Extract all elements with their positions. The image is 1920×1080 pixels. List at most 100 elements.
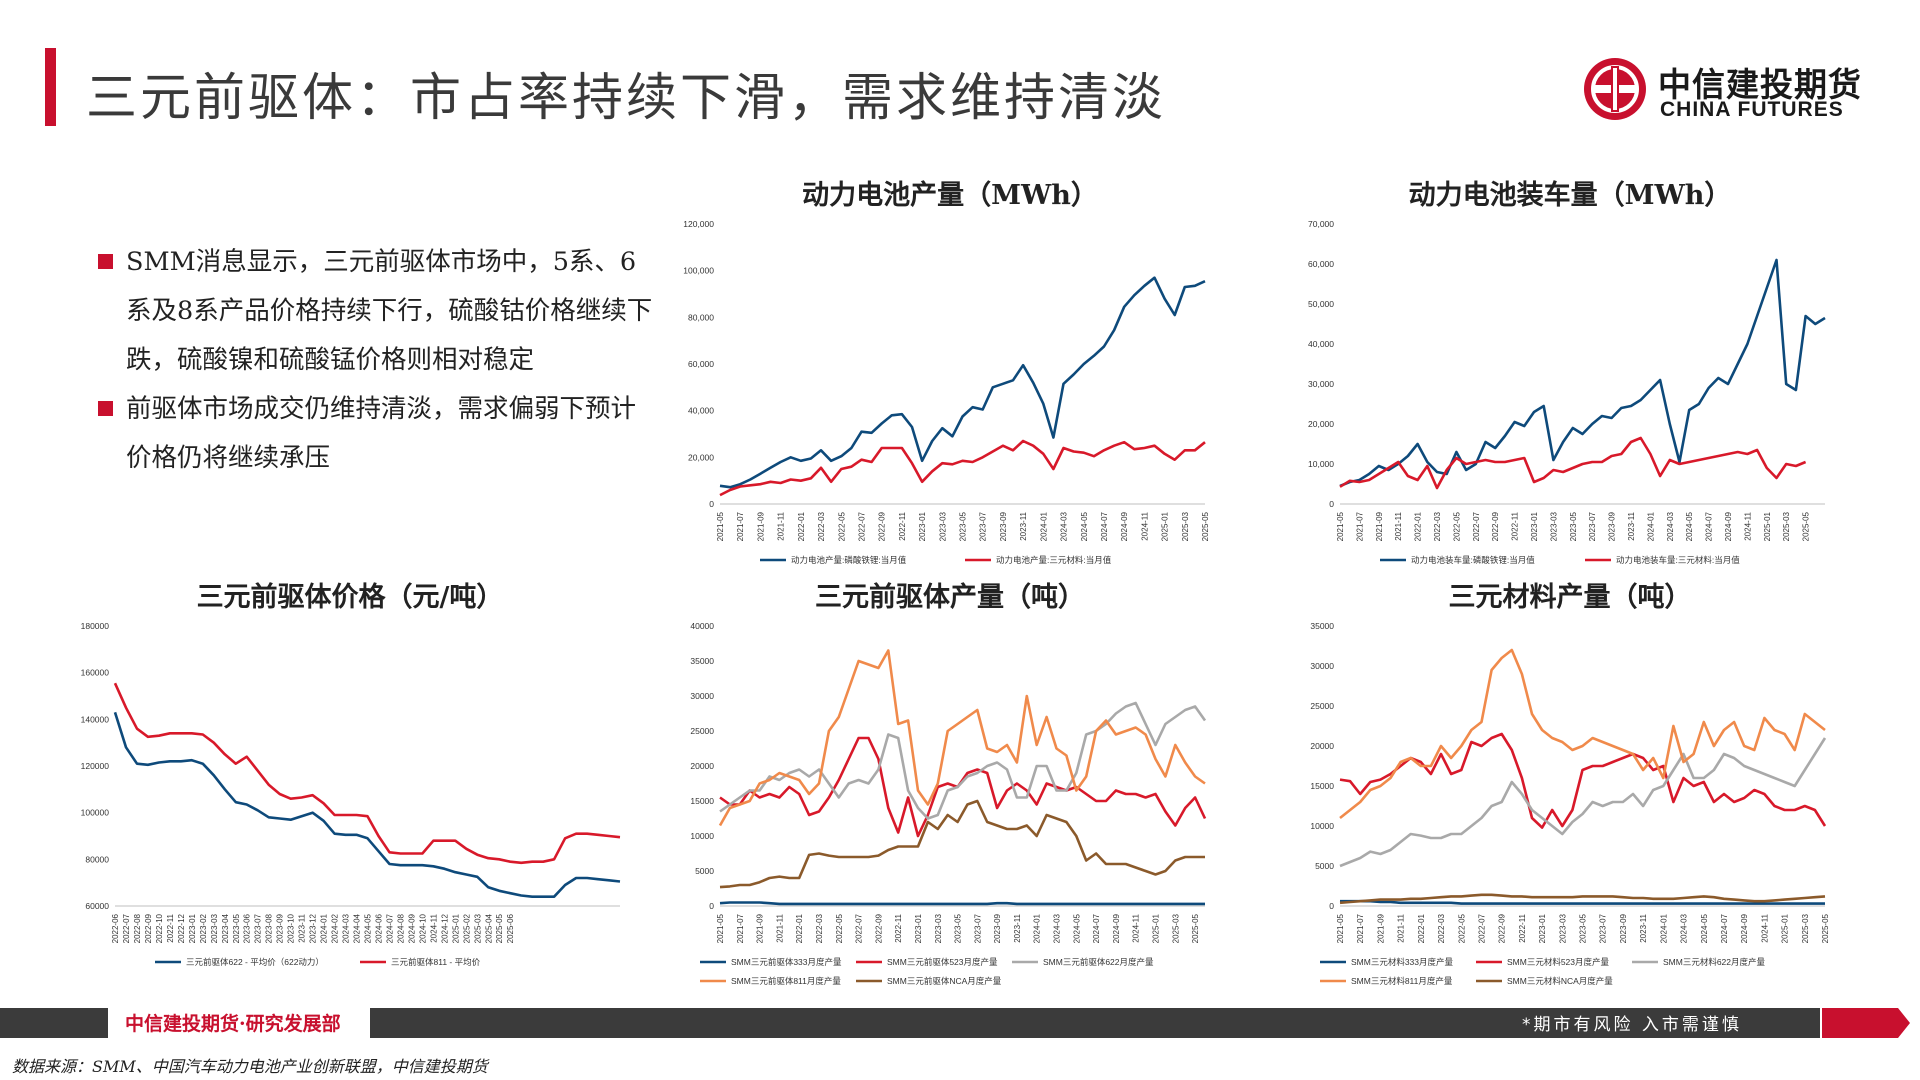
series-line [1339,893,1826,905]
y-tick-label: 180000 [81,621,110,631]
x-tick-label: 2022-11 [1518,913,1527,942]
x-tick-label: 2023-11 [1639,913,1648,942]
x-tick-label: 2021-07 [736,511,745,541]
y-tick-label: 60,000 [1308,259,1334,269]
chart-battery-production: 0 20,000 40,000 60,000 80,000 100,000 120,000 2… [683,219,1210,565]
y-tick-label: 40000 [690,621,714,631]
series-line [1339,648,1826,820]
series-line [113,711,621,899]
x-tick-label: 2022-05 [1452,511,1461,541]
x-tick-label: 2023-10 [287,913,296,943]
chart-title-battery-production: 动力电池产量（MWh） [802,180,1098,211]
x-tick-label: 2022-09 [144,913,153,943]
x-tick-label: 2024-05 [364,913,373,943]
x-tick-label: 2024-12 [440,913,449,943]
x-tick-label: 2022-05 [835,913,844,943]
x-tick-label: 2022-09 [878,511,887,541]
x-tick-label: 2025-05 [1191,913,1200,943]
x-tick-label: 2025-03 [1801,913,1810,943]
x-tick-label: 2022-01 [1417,913,1426,943]
x-tick-label: 2022-01 [797,511,806,541]
x-tick-label: 2024-07 [385,913,394,943]
series-line [1339,436,1807,490]
y-tick-label: 0 [709,499,714,509]
x-tick-label: 2024-01 [320,913,329,943]
bullet-list: SMM消息显示，三元前驱体市场中，5系、6系及8系产品价格持续下行，硫酸钴价格继… [98,238,658,483]
x-tick-label: 2022-03 [815,913,824,943]
x-tick-label: 2023-03 [210,913,219,943]
x-tick-label: 2023-09 [1608,511,1617,541]
legend-label: 动力电池产量:三元材料:当月值 [996,555,1112,565]
x-tick-label: 2022-12 [177,913,186,943]
x-tick-label: 2023-03 [934,913,943,943]
x-tick-label: 2024-11 [1743,511,1752,540]
x-tick-label: 2025-03 [1171,913,1180,943]
chart-precursor-output: 0 5000 10000 15000 20000 25000 30000 35000 40000… [690,621,1207,986]
x-tick-label: 2022-07 [1472,511,1481,541]
x-tick-label: 2022-10 [155,913,164,943]
x-tick-label: 2025-01 [451,913,460,943]
x-tick-label: 2023-05 [1579,913,1588,943]
x-tick-label: 2023-01 [188,913,197,943]
x-tick-label: 2024-09 [1112,913,1121,943]
legend-label: SMM三元前驱体811月度产量 [731,976,841,986]
legend-label: SMM三元材料NCA月度产量 [1507,976,1613,986]
x-tick-label: 2024-01 [1646,511,1655,541]
x-tick-label: 2022-07 [857,511,866,541]
legend-label: SMM三元前驱体NCA月度产量 [887,976,1002,986]
chart-ternary-material-output: 0 5000 10000 15000 20000 25000 30000 35000 2021-… [1310,621,1830,986]
x-tick-label: 2024-09 [1740,913,1749,943]
series-line [113,682,621,865]
x-tick-label: 2021-09 [1376,913,1385,943]
legend-label: SMM三元材料811月度产量 [1351,976,1453,986]
logo-chinese-name: 中信建投期货 [1658,65,1862,104]
brand-logo: 中信建投期货 CHINA FUTURES [1582,56,1862,124]
y-tick-label: 20000 [690,761,714,771]
y-tick-label: 25000 [1310,701,1334,711]
x-tick-label: 2024-03 [1053,913,1062,943]
x-tick-label: 2023-09 [276,913,285,943]
legend-label: SMM三元材料622月度产量 [1663,957,1766,967]
y-tick-label: 0 [1329,901,1334,911]
legend-label: 动力电池装车量:磷酸铁锂:当月值 [1411,555,1535,565]
y-tick-label: 5000 [695,866,714,876]
y-tick-label: 10,000 [1308,459,1334,469]
chart-battery-installed: 0 10,000 20,000 30,000 40,000 50,000 60,000 70,… [1308,219,1826,565]
x-tick-label: 2023-01 [918,511,927,541]
y-tick-label: 5000 [1315,861,1334,871]
x-tick-label: 2022-08 [133,913,142,943]
x-tick-label: 2024-11 [429,913,438,942]
chart-title-battery-installed: 动力电池装车量（MWh） [1408,180,1732,211]
x-tick-label: 2023-11 [1013,913,1022,942]
x-tick-label: 2024-03 [342,913,351,943]
x-tick-label: 2023-02 [199,913,208,943]
y-tick-label: 30,000 [1308,379,1334,389]
x-tick-label: 2021-09 [756,913,765,943]
x-tick-label: 2024-05 [1700,913,1709,943]
x-tick-label: 2025-05 [1802,511,1811,541]
x-tick-label: 2022-09 [874,913,883,943]
x-tick-label: 2022-09 [1498,913,1507,943]
x-tick-label: 2024-01 [1659,913,1668,943]
x-tick-label: 2021-11 [777,511,786,540]
legend-label: SMM三元前驱体523月度产量 [887,957,998,967]
x-tick-label: 2024-04 [353,913,362,943]
x-tick-label: 2025-05 [495,913,504,943]
x-tick-label: 2025-01 [1763,511,1772,541]
x-tick-label: 2023-05 [954,913,963,943]
x-tick-label: 2024-09 [1120,511,1129,541]
title-accent-bar [45,48,56,126]
x-tick-label: 2023-11 [1627,511,1636,540]
x-tick-label: 2023-05 [1569,511,1578,541]
series-line [1339,737,1827,868]
x-tick-label: 2021-05 [716,913,725,943]
x-tick-label: 2023-04 [221,913,230,943]
legend-label: 动力电池产量:磷酸铁锂:当月值 [791,555,907,565]
series-line [719,701,1207,820]
x-tick-label: 2022-11 [894,913,903,942]
y-tick-label: 20,000 [688,452,714,462]
series-line [719,276,1206,489]
x-tick-label: 2024-03 [1666,511,1675,541]
y-tick-label: 35000 [1310,621,1334,631]
x-tick-label: 2024-05 [1080,511,1089,541]
